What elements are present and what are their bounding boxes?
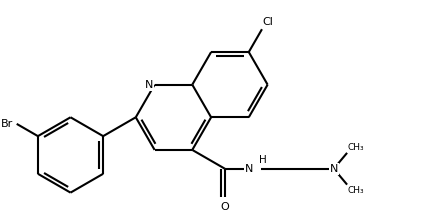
Text: Cl: Cl xyxy=(263,16,274,27)
Text: N: N xyxy=(145,80,153,90)
Text: O: O xyxy=(220,202,229,212)
Text: N: N xyxy=(245,164,253,174)
Text: H: H xyxy=(259,155,266,165)
Text: Br: Br xyxy=(1,119,13,129)
Text: CH₃: CH₃ xyxy=(348,186,365,195)
Text: N: N xyxy=(329,164,338,174)
Text: CH₃: CH₃ xyxy=(348,143,365,152)
